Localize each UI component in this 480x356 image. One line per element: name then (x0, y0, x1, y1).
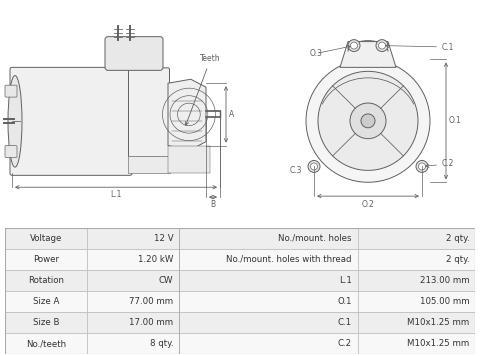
Circle shape (311, 163, 317, 170)
Bar (179, 312, 358, 333)
Bar (87, 228, 179, 249)
Text: A: A (229, 110, 234, 119)
Text: B: B (210, 200, 216, 209)
Text: L.1: L.1 (110, 190, 122, 199)
Circle shape (308, 161, 320, 172)
Text: Voltage: Voltage (30, 234, 62, 243)
Text: 2 qty.: 2 qty. (446, 255, 469, 264)
Text: 105.00 mm: 105.00 mm (420, 297, 469, 306)
Circle shape (376, 40, 388, 52)
Bar (358, 270, 475, 291)
FancyBboxPatch shape (168, 146, 210, 173)
Text: 8 qty.: 8 qty. (150, 339, 173, 348)
Bar (358, 228, 475, 249)
Text: 213.00 mm: 213.00 mm (420, 276, 469, 285)
Text: C.3: C.3 (289, 166, 302, 175)
FancyBboxPatch shape (105, 37, 163, 70)
Text: No./mount. holes: No./mount. holes (278, 234, 352, 243)
Text: C.2: C.2 (338, 339, 352, 348)
Text: Size B: Size B (33, 318, 59, 327)
Bar (179, 270, 358, 291)
Text: O.2: O.2 (361, 200, 374, 209)
Polygon shape (128, 156, 170, 173)
Bar (179, 291, 358, 312)
Circle shape (419, 163, 425, 170)
Circle shape (306, 59, 430, 182)
Bar (87, 270, 179, 291)
Bar (5, 249, 87, 270)
Bar (358, 333, 475, 354)
Bar (179, 333, 358, 354)
Bar (179, 249, 358, 270)
Text: Rotation: Rotation (28, 276, 64, 285)
Bar (87, 291, 179, 312)
Polygon shape (340, 42, 396, 67)
Text: O.1: O.1 (449, 116, 462, 125)
Circle shape (350, 42, 358, 49)
Text: 77.00 mm: 77.00 mm (129, 297, 173, 306)
Bar (179, 228, 358, 249)
Bar (5, 312, 87, 333)
Bar (358, 312, 475, 333)
Text: C.1: C.1 (385, 42, 455, 52)
Bar (5, 333, 87, 354)
Polygon shape (168, 79, 206, 150)
Bar (358, 291, 475, 312)
Circle shape (350, 103, 386, 139)
Circle shape (348, 40, 360, 52)
Ellipse shape (8, 75, 22, 167)
Text: 12 V: 12 V (154, 234, 173, 243)
Text: M10x1.25 mm: M10x1.25 mm (408, 318, 469, 327)
Text: O.3: O.3 (310, 49, 323, 58)
FancyBboxPatch shape (5, 146, 17, 157)
FancyBboxPatch shape (5, 85, 17, 97)
Text: C.1: C.1 (338, 318, 352, 327)
Bar (5, 291, 87, 312)
Text: 17.00 mm: 17.00 mm (129, 318, 173, 327)
Circle shape (416, 161, 428, 172)
Bar (5, 270, 87, 291)
FancyBboxPatch shape (129, 68, 169, 157)
Text: 2 qty.: 2 qty. (446, 234, 469, 243)
Text: Teeth: Teeth (185, 54, 221, 125)
Text: No./teeth: No./teeth (26, 339, 66, 348)
Bar (5, 228, 87, 249)
Bar (87, 249, 179, 270)
Bar (358, 249, 475, 270)
Circle shape (361, 114, 375, 128)
Circle shape (318, 71, 418, 171)
Text: O.1: O.1 (337, 297, 352, 306)
Circle shape (379, 42, 385, 49)
Text: CW: CW (159, 276, 173, 285)
Bar (87, 312, 179, 333)
Text: L.1: L.1 (339, 276, 352, 285)
Text: C.2: C.2 (426, 159, 455, 168)
Text: Power: Power (33, 255, 59, 264)
Text: 1.20 kW: 1.20 kW (138, 255, 173, 264)
Text: No./mount. holes with thread: No./mount. holes with thread (227, 255, 352, 264)
Text: Size A: Size A (33, 297, 59, 306)
FancyBboxPatch shape (10, 67, 132, 176)
Bar (87, 333, 179, 354)
Text: M10x1.25 mm: M10x1.25 mm (408, 339, 469, 348)
